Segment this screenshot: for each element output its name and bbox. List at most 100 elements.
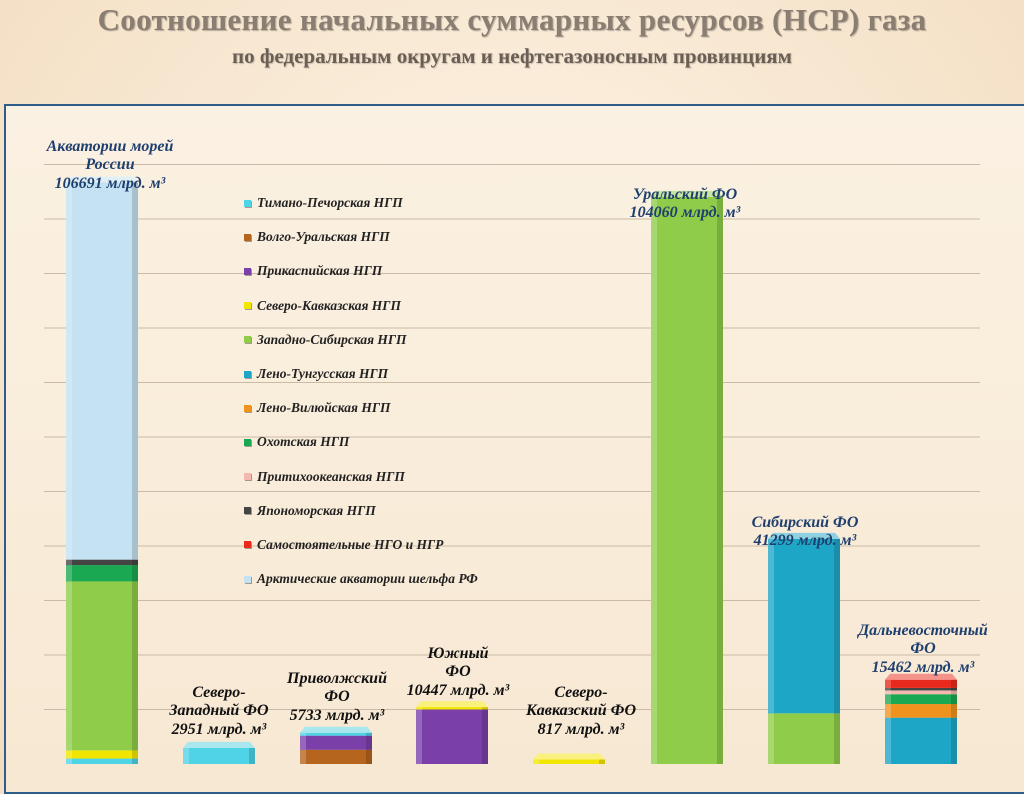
legend-swatch bbox=[244, 302, 251, 310]
bar-segment-shadow bbox=[132, 758, 138, 764]
legend-item: Западно-Сибирская НГП bbox=[244, 323, 524, 357]
bar-segment-highlight bbox=[768, 538, 774, 714]
legend-item: Лено-Вилюйская НГП bbox=[244, 391, 524, 425]
bar-segment bbox=[885, 687, 957, 691]
bar-segment-highlight bbox=[416, 709, 422, 764]
bar-top-cap bbox=[416, 701, 488, 708]
bar-segment bbox=[885, 704, 957, 718]
bar-segment-highlight bbox=[300, 735, 306, 750]
category-name: ФО bbox=[445, 663, 471, 681]
legend-label: Лено-Тунгусская НГП bbox=[257, 366, 389, 382]
bar-segment-fill bbox=[416, 709, 488, 764]
bar-segment-fill bbox=[66, 559, 138, 566]
chart-subtitle: по федеральным округам и нефтегазоносным… bbox=[232, 44, 792, 68]
bar-segment-fill bbox=[183, 747, 255, 764]
bar-segment-highlight bbox=[885, 690, 891, 695]
legend-label: Прикаспийская НГП bbox=[257, 263, 383, 279]
legend-swatch bbox=[244, 438, 251, 446]
bar-segment-shadow bbox=[132, 581, 138, 751]
category-label: Приволжский ФО 5733 млрд. м³ bbox=[274, 670, 400, 725]
category-label: Дальневосточный ФО 15462 млрд. м³ bbox=[838, 622, 1008, 677]
legend-label: Охотская НГП bbox=[257, 434, 350, 450]
category-name: Дальневосточный bbox=[858, 622, 988, 639]
category-total: 5733 млрд. м³ bbox=[289, 706, 385, 724]
bar-segment-fill bbox=[66, 750, 138, 759]
bar-segment bbox=[66, 750, 138, 759]
bar-segment bbox=[885, 690, 957, 695]
category-total: 15462 млрд. м³ bbox=[871, 658, 975, 676]
legend-swatch bbox=[244, 541, 251, 549]
legend-label: Самостоятельные НГО и НГР bbox=[257, 536, 444, 552]
legend-item: Самостоятельные НГО и НГР bbox=[244, 528, 524, 562]
bar-segment-fill bbox=[300, 732, 372, 736]
legend-item: Волго-Уральская НГП bbox=[244, 220, 524, 254]
legend-item: Прикаспийская НГП bbox=[244, 254, 524, 288]
bar-segment bbox=[66, 758, 138, 764]
bar-segment bbox=[885, 717, 957, 764]
category-total: 41299 млрд. м³ bbox=[753, 532, 857, 550]
bar-segment-highlight bbox=[885, 704, 891, 718]
bar-segment bbox=[885, 694, 957, 705]
category-label: Сибирский ФО 41299 млрд. м³ bbox=[730, 514, 880, 551]
bar-segment-shadow bbox=[951, 694, 957, 705]
bar-segment-highlight bbox=[66, 750, 72, 759]
category-name: Западный ФО bbox=[169, 702, 269, 720]
category-total: 2951 млрд. м³ bbox=[171, 720, 267, 738]
bar-segment-shadow bbox=[834, 538, 840, 714]
bar-segment-shadow bbox=[132, 750, 138, 759]
bar-segment-highlight bbox=[533, 759, 539, 764]
bar-segment bbox=[300, 732, 372, 736]
legend-swatch bbox=[244, 336, 251, 344]
bar-segment bbox=[300, 749, 372, 764]
category-name: Уральский ФО bbox=[632, 186, 738, 203]
category-total: 10447 млрд. м³ bbox=[406, 681, 510, 699]
bar-segment-shadow bbox=[482, 709, 488, 764]
bar-segment-shadow bbox=[599, 759, 605, 764]
legend-item: Притихоокеанская НГП bbox=[244, 460, 524, 494]
bar-segment-highlight bbox=[768, 713, 774, 764]
bar-segment-shadow bbox=[132, 182, 138, 560]
bar-segment-fill bbox=[66, 758, 138, 764]
chart-legend: Тимано-Печорская НГП Волго-Уральская НГП П… bbox=[244, 186, 524, 596]
bar-segment-highlight bbox=[300, 732, 306, 736]
bar-segment bbox=[651, 196, 723, 765]
bar-segment-shadow bbox=[249, 747, 255, 764]
legend-item: Арктические акватории шельфа РФ bbox=[244, 562, 524, 596]
bar-segment-shadow bbox=[951, 687, 957, 691]
category-name: Приволжский bbox=[287, 670, 387, 687]
legend-swatch bbox=[244, 473, 251, 481]
legend-label: Северо-Кавказская НГП bbox=[257, 297, 401, 313]
bar-segment bbox=[66, 581, 138, 751]
bar-segment-shadow bbox=[482, 707, 488, 710]
bar-segment-fill bbox=[885, 679, 957, 688]
bar-segment-fill bbox=[533, 759, 605, 764]
bar-segment-fill bbox=[300, 749, 372, 764]
category-name: Акватории морей bbox=[46, 138, 174, 155]
category-total: 817 млрд. м³ bbox=[537, 720, 625, 738]
category-label: Южный ФО 10447 млрд. м³ bbox=[390, 645, 526, 700]
legend-swatch bbox=[244, 267, 251, 275]
bar-segment-shadow bbox=[132, 565, 138, 582]
bar-segment-highlight bbox=[651, 196, 657, 765]
bar-segment-fill bbox=[651, 196, 723, 765]
category-name: Кавказский ФО bbox=[525, 702, 637, 720]
bar-segment-fill bbox=[416, 707, 488, 710]
category-name: Северо- bbox=[554, 684, 608, 701]
legend-label: Япономорская НГП bbox=[257, 502, 376, 518]
bar-segment-highlight bbox=[66, 182, 72, 560]
category-name: России bbox=[85, 156, 135, 174]
bar-segment bbox=[768, 713, 840, 764]
bar-segment bbox=[416, 709, 488, 764]
bar-segment-fill bbox=[885, 690, 957, 695]
chart-title: Соотношение начальных суммарных ресурсов… bbox=[97, 2, 927, 37]
bar-segment-fill bbox=[768, 538, 840, 714]
bar-segment-fill bbox=[885, 717, 957, 764]
category-name: Сибирский ФО bbox=[751, 514, 859, 531]
bar-segment-highlight bbox=[66, 758, 72, 764]
bar-segment-fill bbox=[66, 182, 138, 560]
legend-item: Тимано-Печорская НГП bbox=[244, 186, 524, 220]
bar-segment-highlight bbox=[66, 581, 72, 751]
bar-top-cap bbox=[300, 726, 372, 733]
bar-segment-fill bbox=[885, 694, 957, 705]
